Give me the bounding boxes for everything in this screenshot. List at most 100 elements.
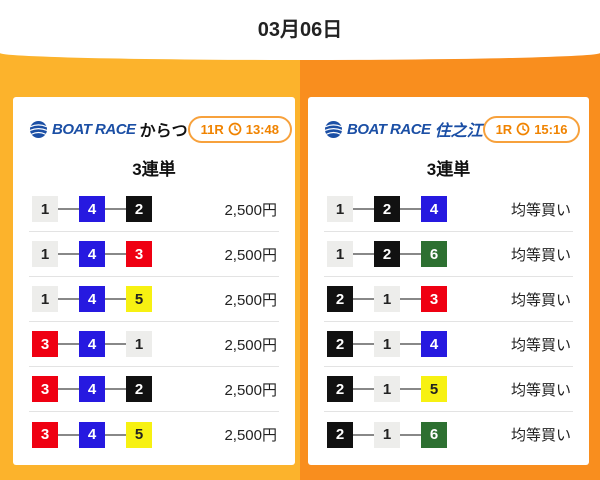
connector-line	[353, 253, 374, 255]
race-number: 1R	[495, 121, 513, 137]
boat-number-3: 3	[32, 331, 58, 357]
boat-number-2: 2	[126, 196, 152, 222]
boat-number-3: 3	[126, 241, 152, 267]
boat-number-1: 1	[327, 196, 353, 222]
card-header: BOAT RACE 住之江 1R 15:16	[324, 115, 581, 143]
boatrace-logo: BOAT RACE 住之江	[324, 117, 483, 141]
bet-type-heading: 3連単	[426, 160, 471, 179]
boat-number-4: 4	[421, 196, 447, 222]
boat-number-1: 1	[32, 241, 58, 267]
connector-line	[400, 433, 421, 436]
boat-number-2: 2	[327, 421, 353, 448]
date-title: 03月06日	[257, 18, 343, 41]
race-number: 11R	[200, 121, 224, 137]
venue-name: からつ	[139, 123, 188, 140]
boatrace-swirl-icon	[324, 120, 343, 139]
connector-line	[105, 208, 126, 210]
connector-line	[400, 208, 421, 210]
boat-number-1: 1	[374, 376, 400, 402]
boat-number-1: 1	[374, 421, 400, 448]
boat-number-2: 2	[374, 241, 400, 267]
row-value: 均等買い	[510, 201, 571, 219]
row-value: 2,500円	[224, 246, 277, 264]
boat-number-4: 4	[79, 376, 105, 402]
boat-number-1: 1	[327, 241, 353, 267]
boat-number-3: 3	[32, 376, 58, 402]
connector-line	[400, 343, 421, 345]
connector-line	[400, 298, 421, 300]
boat-number-3: 3	[32, 421, 58, 448]
row-value: 2,500円	[224, 381, 277, 399]
connector-line	[353, 208, 374, 210]
boat-number-6: 6	[421, 421, 447, 448]
boat-number-6: 6	[421, 241, 447, 267]
race-time-badge: 1R 15:16	[482, 115, 581, 143]
boatrace-logo: BOAT RACE からつ	[29, 117, 188, 141]
boat-number-2: 2	[126, 376, 152, 402]
brand-text: BOAT RACE	[52, 120, 136, 138]
row-value: 均等買い	[510, 427, 571, 444]
boat-number-1: 1	[374, 286, 400, 312]
boat-number-4: 4	[79, 286, 105, 312]
boat-number-4: 4	[79, 241, 105, 267]
row-value: 2,500円	[224, 427, 277, 444]
boat-number-5: 5	[126, 421, 152, 448]
connector-line	[353, 298, 374, 300]
boat-number-2: 2	[327, 286, 353, 312]
connector-line	[58, 433, 79, 436]
connector-line	[105, 388, 126, 390]
top-curve-divider	[0, 0, 600, 60]
boat-number-1: 1	[32, 286, 58, 312]
connector-line	[105, 298, 126, 300]
boat-number-2: 2	[327, 331, 353, 357]
connector-line	[105, 343, 126, 345]
connector-line	[58, 343, 79, 345]
card-header: BOAT RACE からつ 11R 13:48	[29, 115, 292, 143]
connector-line	[400, 253, 421, 255]
row-value: 2,500円	[224, 336, 277, 354]
boatrace-swirl-icon	[29, 120, 48, 139]
clock-icon	[516, 122, 530, 136]
connector-line	[58, 253, 79, 255]
race-time: 13:48	[245, 121, 279, 137]
connector-line	[58, 298, 79, 300]
row-value: 2,500円	[224, 291, 277, 309]
race-time: 15:16	[534, 121, 568, 137]
boat-number-2: 2	[374, 196, 400, 222]
connector-line	[353, 433, 374, 436]
connector-line	[353, 388, 374, 390]
boat-number-2: 2	[327, 376, 353, 402]
boat-number-4: 4	[79, 196, 105, 222]
row-value: 2,500円	[224, 201, 277, 219]
boat-number-4: 4	[421, 331, 447, 357]
race-time-badge: 11R 13:48	[187, 115, 292, 143]
boat-number-1: 1	[126, 331, 152, 357]
boat-number-5: 5	[421, 376, 447, 402]
